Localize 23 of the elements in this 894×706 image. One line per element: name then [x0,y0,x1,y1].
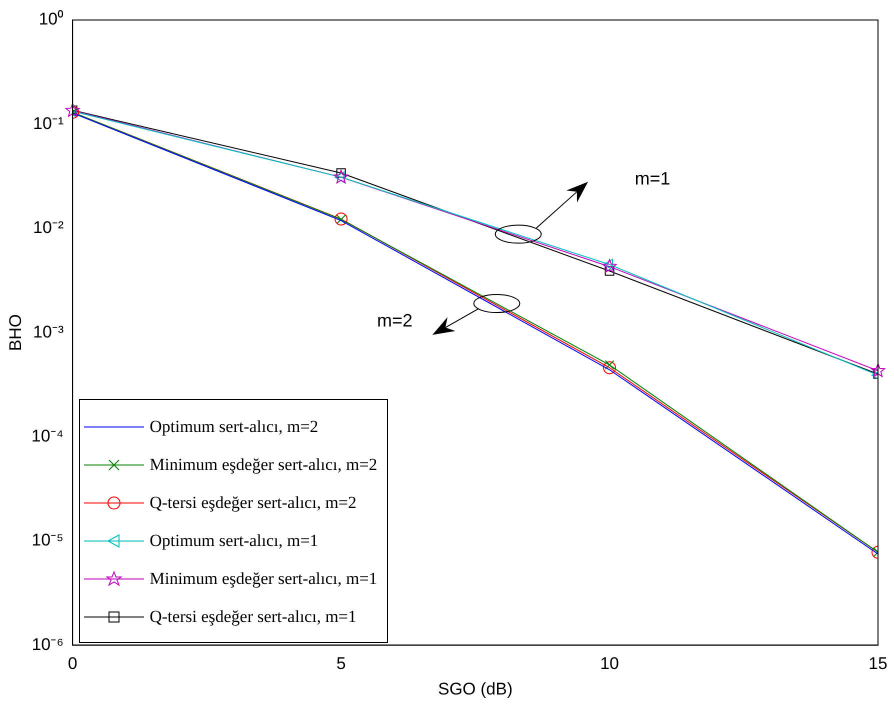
y-tick-label: 10⁻³ [33,322,64,342]
x-tick-label: 15 [868,654,888,674]
legend-label: Minimum eşdeğer sert-alıcı, m=1 [150,569,378,590]
y-axis-title: BHO [6,314,25,352]
annotation: m=1 [634,168,670,190]
x-axis-title: SGO (dB) [438,679,513,698]
point [334,170,348,184]
x-tick-label: 5 [336,654,346,674]
legend-label: Optimum sert-alıcı, m=2 [150,417,318,438]
legend-label: Minimum eşdeğer sert-alıcı, m=2 [150,455,378,476]
y-tick-label: 10⁻⁶ [32,634,64,654]
y-tick-label: 10⁻⁵ [32,530,64,550]
legend-label: Q-tersi eşdeğer sert-alıcı, m=1 [150,607,357,628]
y-tick-label: 10⁻⁴ [31,426,64,446]
x-tick-label: 10 [600,654,619,674]
y-tick-label: 10⁻² [33,218,64,238]
y-tick-label: 10⁰ [38,10,64,29]
legend-label: Optimum sert-alıcı, m=1 [150,531,318,552]
x-tick-label: 0 [68,654,78,674]
legend-label: Q-tersi eşdeğer sert-alıcı, m=2 [150,493,357,514]
annotation: m=2 [377,310,413,332]
y-tick-label: 10⁻¹ [33,114,64,133]
point [602,259,617,273]
